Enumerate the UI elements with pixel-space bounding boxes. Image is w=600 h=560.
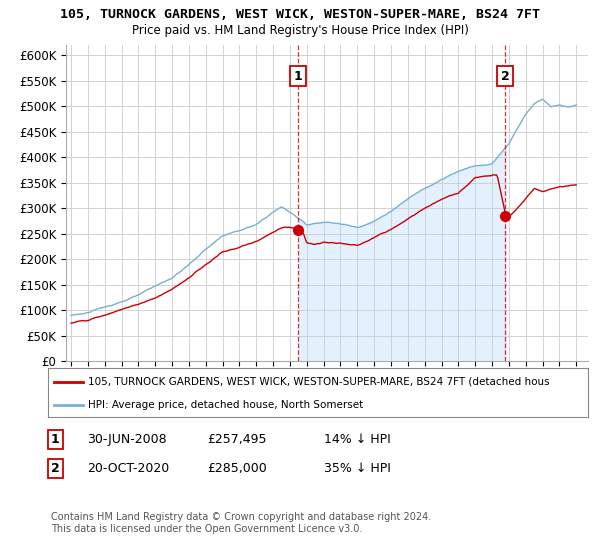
Text: Contains HM Land Registry data © Crown copyright and database right 2024.
This d: Contains HM Land Registry data © Crown c… — [51, 512, 431, 534]
Text: 1: 1 — [293, 70, 302, 83]
Text: 2: 2 — [51, 462, 60, 475]
Text: Price paid vs. HM Land Registry's House Price Index (HPI): Price paid vs. HM Land Registry's House … — [131, 24, 469, 36]
Text: 1: 1 — [51, 433, 60, 446]
Text: HPI: Average price, detached house, North Somerset: HPI: Average price, detached house, Nort… — [89, 400, 364, 410]
Text: £285,000: £285,000 — [207, 462, 267, 475]
Text: 2: 2 — [501, 70, 509, 83]
Text: £257,495: £257,495 — [207, 433, 266, 446]
Text: 35% ↓ HPI: 35% ↓ HPI — [324, 462, 391, 475]
Text: 30-JUN-2008: 30-JUN-2008 — [87, 433, 167, 446]
Text: 105, TURNOCK GARDENS, WEST WICK, WESTON-SUPER-MARE, BS24 7FT (detached hous: 105, TURNOCK GARDENS, WEST WICK, WESTON-… — [89, 377, 550, 387]
Text: 105, TURNOCK GARDENS, WEST WICK, WESTON-SUPER-MARE, BS24 7FT: 105, TURNOCK GARDENS, WEST WICK, WESTON-… — [60, 8, 540, 21]
Text: 14% ↓ HPI: 14% ↓ HPI — [324, 433, 391, 446]
Text: 20-OCT-2020: 20-OCT-2020 — [87, 462, 169, 475]
